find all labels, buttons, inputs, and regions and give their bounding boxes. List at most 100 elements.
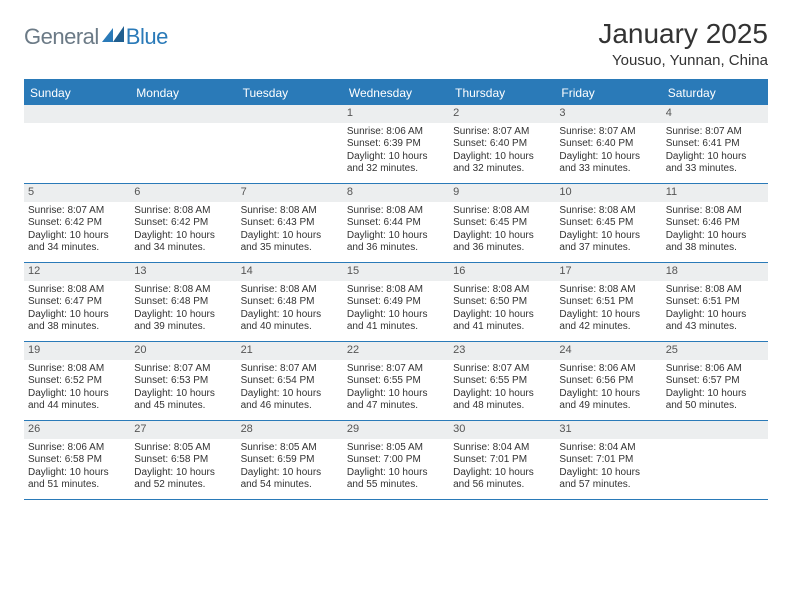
day-info-line: Daylight: 10 hours <box>666 309 764 322</box>
day-info-line: Sunset: 6:39 PM <box>347 138 445 151</box>
day-info-line: Daylight: 10 hours <box>666 388 764 401</box>
day-number: 3 <box>555 105 661 123</box>
month-title: January 2025 <box>598 18 768 50</box>
day-info-line: Sunrise: 8:08 AM <box>559 205 657 218</box>
day-info-line: and 54 minutes. <box>241 479 339 492</box>
header: General Blue January 2025 Yousuo, Yunnan… <box>24 18 768 69</box>
day-cell: 29 Sunrise: 8:05 AMSunset: 7:00 PMDayligh… <box>343 421 449 499</box>
day-info-line: Daylight: 10 hours <box>241 309 339 322</box>
week-row: 1Sunrise: 8:06 AMSunset: 6:39 PMDaylight… <box>24 105 768 184</box>
day-number: 31 <box>555 421 661 439</box>
day-info-line: and 35 minutes. <box>241 242 339 255</box>
day-info-line: and 34 minutes. <box>134 242 232 255</box>
day-info-line: Sunrise: 8:07 AM <box>453 126 551 139</box>
week-row: 12Sunrise: 8:08 AMSunset: 6:47 PMDayligh… <box>24 263 768 342</box>
day-cell: 11Sunrise: 8:08 AMSunset: 6:46 PMDayligh… <box>662 184 768 262</box>
day-info-line: Sunset: 6:46 PM <box>666 217 764 230</box>
day-info-line: Sunrise: 8:07 AM <box>453 363 551 376</box>
day-info-line: Sunset: 6:51 PM <box>666 296 764 309</box>
day-info-line: and 42 minutes. <box>559 321 657 334</box>
day-info-line: Daylight: 10 hours <box>28 467 126 480</box>
day-number: 23 <box>449 342 555 360</box>
brand-logo: General Blue <box>24 24 168 50</box>
day-number: 26 <box>24 421 130 439</box>
day-info-line: Sunrise: 8:07 AM <box>559 126 657 139</box>
day-header: Thursday <box>449 81 555 105</box>
day-header: Friday <box>555 81 661 105</box>
day-info-line: Sunrise: 8:08 AM <box>347 284 445 297</box>
day-info-line: Daylight: 10 hours <box>28 388 126 401</box>
day-info-line: Sunrise: 8:08 AM <box>241 284 339 297</box>
day-cell: 8Sunrise: 8:08 AMSunset: 6:44 PMDaylight… <box>343 184 449 262</box>
day-info-line: and 32 minutes. <box>347 163 445 176</box>
day-header: Wednesday <box>343 81 449 105</box>
day-info-line: Daylight: 10 hours <box>134 388 232 401</box>
day-info-line: Daylight: 10 hours <box>134 309 232 322</box>
day-number: 5 <box>24 184 130 202</box>
day-cell: 19Sunrise: 8:08 AMSunset: 6:52 PMDayligh… <box>24 342 130 420</box>
week-row: 5Sunrise: 8:07 AMSunset: 6:42 PMDaylight… <box>24 184 768 263</box>
location-label: Yousuo, Yunnan, China <box>598 52 768 69</box>
day-info-line: Daylight: 10 hours <box>347 467 445 480</box>
day-info-line: Daylight: 10 hours <box>241 467 339 480</box>
day-info-line: and 36 minutes. <box>347 242 445 255</box>
day-info-line: Sunset: 7:00 PM <box>347 454 445 467</box>
day-info-line: Daylight: 10 hours <box>559 230 657 243</box>
day-number <box>662 421 768 439</box>
day-info-line: and 47 minutes. <box>347 400 445 413</box>
day-header: Tuesday <box>237 81 343 105</box>
day-info-line: Sunset: 6:55 PM <box>347 375 445 388</box>
day-info-line: and 32 minutes. <box>453 163 551 176</box>
day-info-line: Sunset: 6:44 PM <box>347 217 445 230</box>
weeks-container: 1 Sunrise: 8:06 AM Sunset: 6:39 PM Daylight… <box>24 105 768 500</box>
day-cell: 26Sunrise: 8:06 AMSunset: 6:58 PMDayligh… <box>24 421 130 499</box>
day-info-line: Sunset: 6:48 PM <box>134 296 232 309</box>
day-info-line: Sunrise: 8:07 AM <box>241 363 339 376</box>
day-info-line: and 50 minutes. <box>666 400 764 413</box>
day-cell: 13Sunrise: 8:08 AMSunset: 6:48 PMDayligh… <box>130 263 236 341</box>
day-info-line: and 57 minutes. <box>559 479 657 492</box>
day-info-line: Daylight: 10 hours <box>559 467 657 480</box>
day-info-line: Sunrise: 8:06 AM <box>666 363 764 376</box>
day-info-line: Sunset: 6:43 PM <box>241 217 339 230</box>
day-number <box>24 105 130 123</box>
day-info-line: Sunset: 6:45 PM <box>453 217 551 230</box>
day-info-line: and 44 minutes. <box>28 400 126 413</box>
day-number: 21 <box>237 342 343 360</box>
day-info-line: Sunset: 6:42 PM <box>134 217 232 230</box>
day-info-line: Sunset: 6:53 PM <box>134 375 232 388</box>
day-cell: 9Sunrise: 8:08 AMSunset: 6:45 PMDaylight… <box>449 184 555 262</box>
week-row: 26Sunrise: 8:06 AMSunset: 6:58 PMDayligh… <box>24 421 768 500</box>
day-info-line: Sunrise: 8:07 AM <box>666 126 764 139</box>
day-number: 17 <box>555 263 661 281</box>
day-info-line: Sunrise: 8:08 AM <box>28 363 126 376</box>
day-cell: 31Sunrise: 8:04 AMSunset: 7:01 PMDayligh… <box>555 421 661 499</box>
day-number: 1 <box>343 105 449 123</box>
day-info-line: and 55 minutes. <box>347 479 445 492</box>
day-info-line: Sunset: 6:50 PM <box>453 296 551 309</box>
day-number: 29 <box>343 421 449 439</box>
day-info-line: and 38 minutes. <box>666 242 764 255</box>
day-info-line: and 48 minutes. <box>453 400 551 413</box>
day-info-line: and 46 minutes. <box>241 400 339 413</box>
day-info-line: and 41 minutes. <box>453 321 551 334</box>
day-info-line: Sunset: 6:57 PM <box>666 375 764 388</box>
day-number: 18 <box>662 263 768 281</box>
day-cell: 17Sunrise: 8:08 AMSunset: 6:51 PMDayligh… <box>555 263 661 341</box>
day-cell: 16Sunrise: 8:08 AMSunset: 6:50 PMDayligh… <box>449 263 555 341</box>
day-cell: 28Sunrise: 8:05 AMSunset: 6:59 PMDayligh… <box>237 421 343 499</box>
day-info-line: Sunrise: 8:08 AM <box>666 205 764 218</box>
day-header: Sunday <box>24 81 130 105</box>
day-number: 20 <box>130 342 236 360</box>
day-cell: 14Sunrise: 8:08 AMSunset: 6:48 PMDayligh… <box>237 263 343 341</box>
day-info-line: and 36 minutes. <box>453 242 551 255</box>
day-info-line: Daylight: 10 hours <box>559 309 657 322</box>
day-cell <box>130 105 236 183</box>
day-cell: 1Sunrise: 8:06 AMSunset: 6:39 PMDaylight… <box>343 105 449 183</box>
day-cell: 20Sunrise: 8:07 AMSunset: 6:53 PMDayligh… <box>130 342 236 420</box>
day-number: 19 <box>24 342 130 360</box>
title-block: January 2025 Yousuo, Yunnan, China <box>598 18 768 69</box>
brand-part1: General <box>24 24 99 50</box>
day-info-line: Sunrise: 8:05 AM <box>347 442 445 455</box>
day-cell: 25Sunrise: 8:06 AMSunset: 6:57 PMDayligh… <box>662 342 768 420</box>
